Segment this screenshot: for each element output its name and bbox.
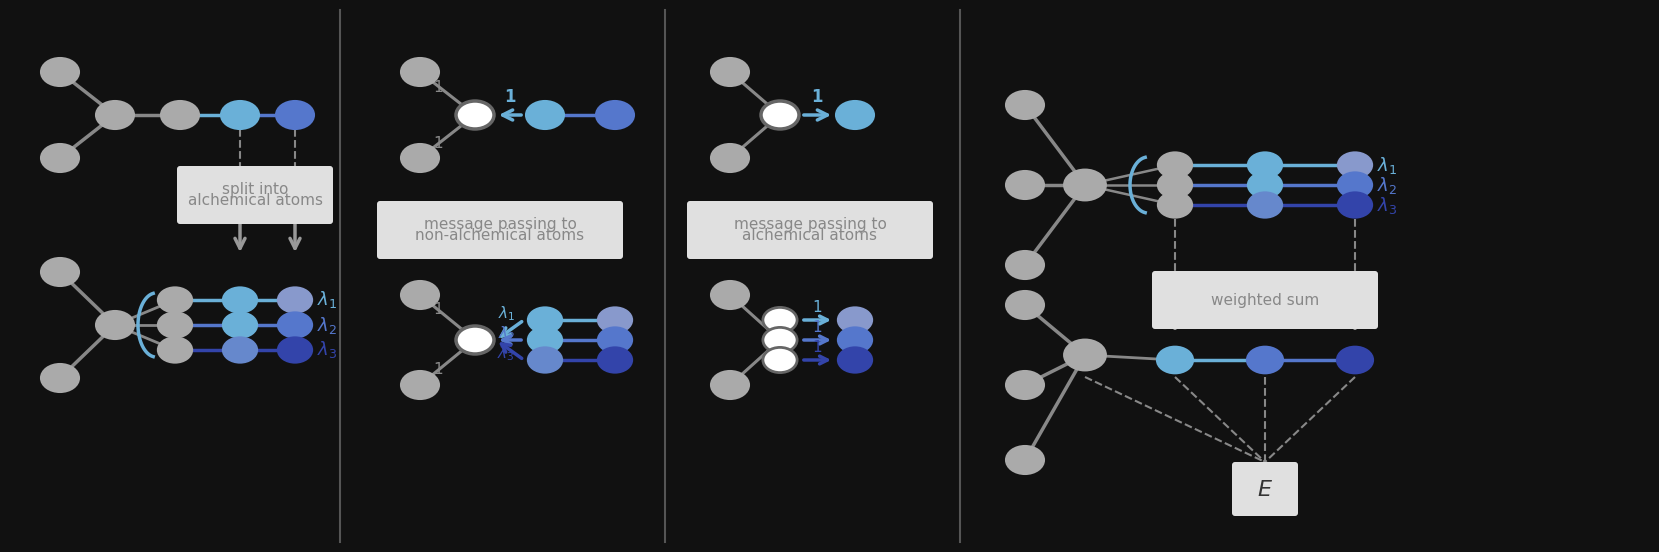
Ellipse shape	[1337, 172, 1372, 198]
Ellipse shape	[41, 144, 80, 172]
Ellipse shape	[1248, 152, 1282, 178]
Text: $\lambda_2$: $\lambda_2$	[1377, 174, 1397, 195]
Ellipse shape	[836, 101, 874, 129]
Ellipse shape	[712, 144, 748, 172]
Ellipse shape	[1337, 347, 1374, 373]
Text: alchemical atoms: alchemical atoms	[743, 228, 878, 243]
Ellipse shape	[279, 288, 312, 312]
Text: $E$: $E$	[1258, 480, 1272, 500]
Ellipse shape	[1063, 169, 1107, 200]
Text: 1: 1	[813, 300, 821, 316]
FancyBboxPatch shape	[1151, 271, 1379, 329]
Ellipse shape	[275, 101, 314, 129]
Text: message passing to: message passing to	[423, 217, 576, 232]
Text: 1: 1	[813, 321, 821, 336]
Text: weighted sum: weighted sum	[1211, 293, 1319, 307]
Text: $\lambda_3$: $\lambda_3$	[317, 339, 337, 360]
Ellipse shape	[1248, 172, 1282, 198]
Ellipse shape	[528, 347, 562, 373]
Ellipse shape	[401, 144, 440, 172]
Ellipse shape	[528, 327, 562, 353]
Ellipse shape	[763, 307, 796, 333]
Ellipse shape	[597, 327, 632, 353]
Ellipse shape	[1158, 193, 1193, 217]
Ellipse shape	[528, 307, 562, 333]
Text: $\lambda_3$: $\lambda_3$	[1377, 194, 1397, 215]
Ellipse shape	[1158, 172, 1193, 198]
FancyBboxPatch shape	[178, 166, 333, 224]
Ellipse shape	[456, 326, 494, 354]
Ellipse shape	[1337, 152, 1372, 178]
Ellipse shape	[1248, 193, 1282, 217]
Text: non-alchemical atoms: non-alchemical atoms	[415, 228, 584, 243]
Ellipse shape	[712, 281, 748, 309]
Text: $\lambda_2$: $\lambda_2$	[498, 325, 514, 343]
Text: $\lambda_1$: $\lambda_1$	[317, 289, 337, 310]
Ellipse shape	[221, 101, 259, 129]
FancyBboxPatch shape	[377, 201, 624, 259]
Text: 1: 1	[811, 88, 823, 106]
Ellipse shape	[1063, 339, 1107, 370]
Text: 1: 1	[504, 88, 516, 106]
Ellipse shape	[401, 371, 440, 399]
Text: $\lambda_3$: $\lambda_3$	[498, 344, 514, 363]
Text: 1: 1	[433, 79, 443, 94]
Ellipse shape	[1005, 91, 1044, 119]
Ellipse shape	[158, 312, 192, 338]
Ellipse shape	[41, 258, 80, 286]
Ellipse shape	[526, 101, 564, 129]
Ellipse shape	[1005, 171, 1044, 199]
Ellipse shape	[763, 347, 796, 373]
Ellipse shape	[279, 312, 312, 338]
Ellipse shape	[763, 327, 796, 353]
Ellipse shape	[222, 312, 257, 338]
Text: message passing to: message passing to	[733, 217, 886, 232]
Ellipse shape	[596, 101, 634, 129]
Ellipse shape	[96, 311, 134, 339]
Ellipse shape	[401, 58, 440, 86]
Ellipse shape	[1156, 347, 1193, 373]
Text: alchemical atoms: alchemical atoms	[187, 193, 322, 208]
Ellipse shape	[1005, 371, 1044, 399]
Ellipse shape	[1337, 193, 1372, 217]
Ellipse shape	[96, 101, 134, 129]
Ellipse shape	[1158, 152, 1193, 178]
Text: $\lambda_1$: $\lambda_1$	[1377, 155, 1397, 176]
Ellipse shape	[456, 101, 494, 129]
Ellipse shape	[712, 58, 748, 86]
Text: split into: split into	[222, 182, 289, 197]
Text: $\lambda_2$: $\lambda_2$	[317, 315, 337, 336]
Ellipse shape	[158, 337, 192, 363]
Ellipse shape	[222, 288, 257, 312]
Ellipse shape	[761, 101, 800, 129]
Ellipse shape	[838, 347, 873, 373]
Ellipse shape	[597, 307, 632, 333]
FancyBboxPatch shape	[1233, 462, 1297, 516]
Text: 1: 1	[813, 341, 821, 355]
Text: 1: 1	[433, 135, 443, 151]
Ellipse shape	[597, 347, 632, 373]
Ellipse shape	[712, 371, 748, 399]
Ellipse shape	[1248, 347, 1282, 373]
Text: 1: 1	[433, 363, 443, 378]
Ellipse shape	[1005, 446, 1044, 474]
Ellipse shape	[838, 327, 873, 353]
Ellipse shape	[158, 288, 192, 312]
Ellipse shape	[279, 337, 312, 363]
Text: 1: 1	[433, 302, 443, 317]
Ellipse shape	[838, 307, 873, 333]
FancyBboxPatch shape	[687, 201, 932, 259]
Ellipse shape	[401, 281, 440, 309]
Ellipse shape	[161, 101, 199, 129]
Ellipse shape	[222, 337, 257, 363]
Text: $\lambda_1$: $\lambda_1$	[498, 305, 514, 323]
Ellipse shape	[1005, 291, 1044, 319]
Ellipse shape	[1005, 251, 1044, 279]
Ellipse shape	[41, 58, 80, 86]
Ellipse shape	[41, 364, 80, 392]
